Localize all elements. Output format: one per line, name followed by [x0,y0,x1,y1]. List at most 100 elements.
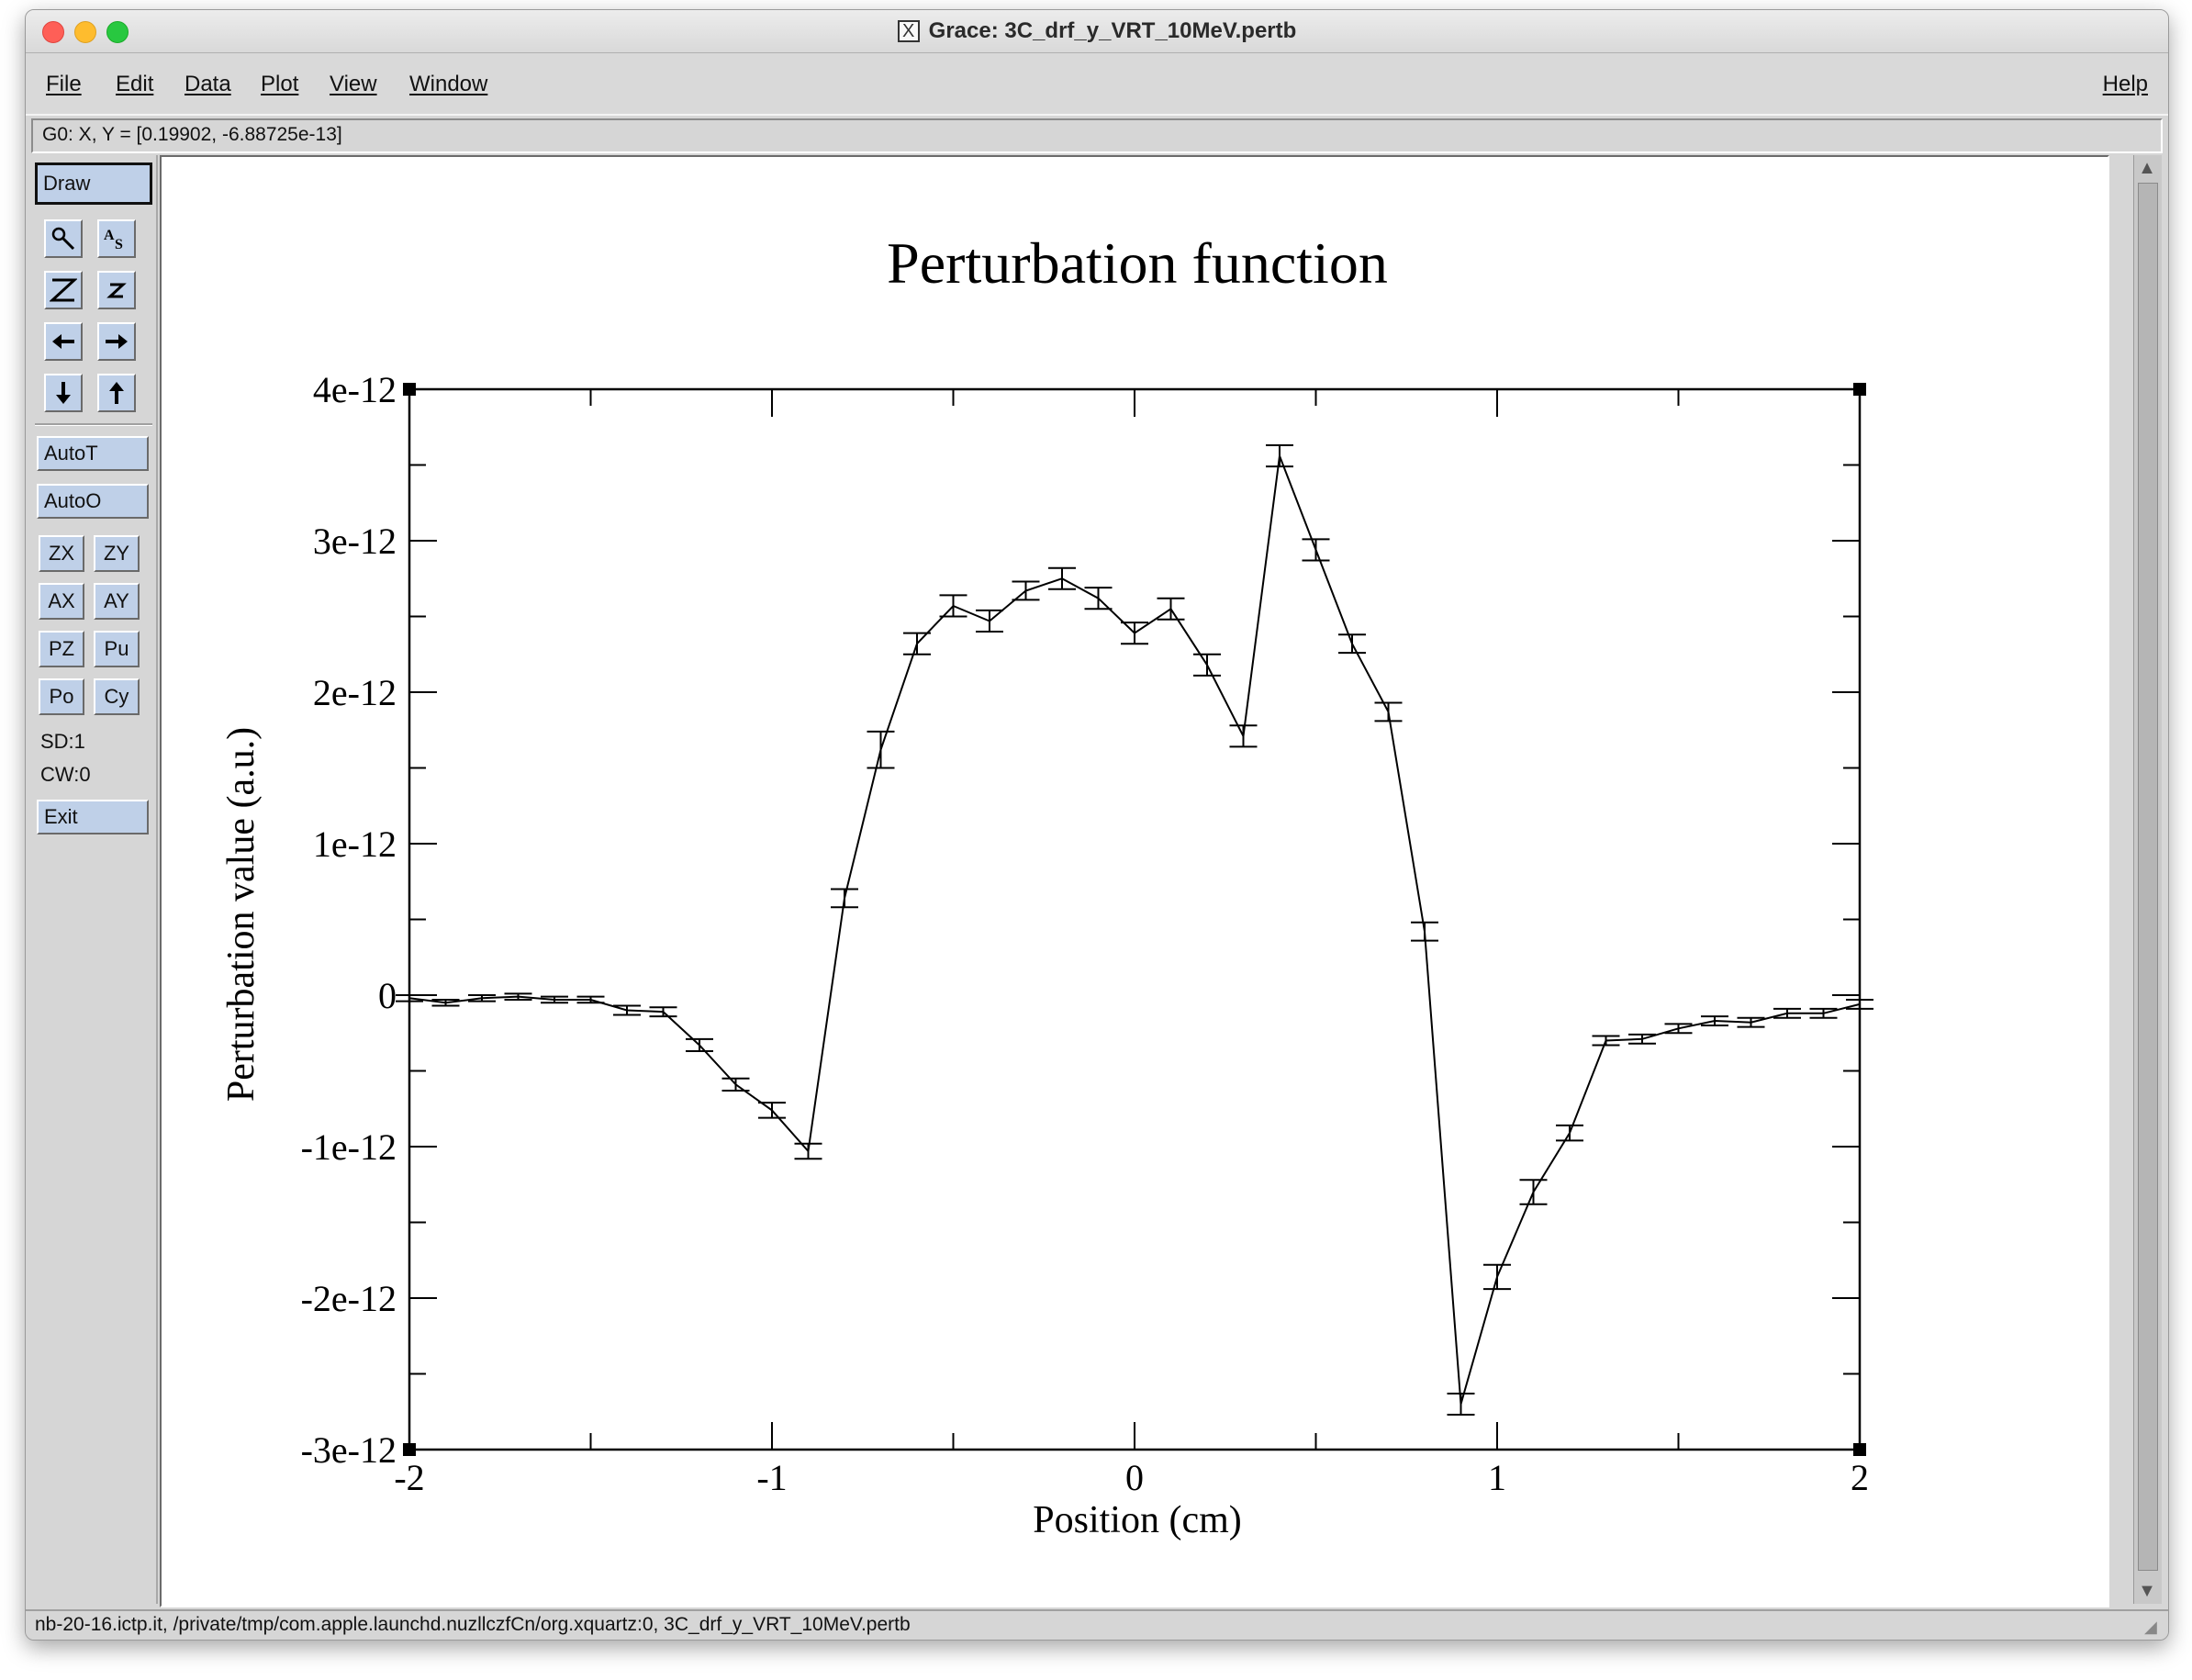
resize-grip-icon[interactable]: ◢ [2144,1618,2157,1636]
y-axis-label: Perturbation value (a.u.) [220,727,263,1102]
close-window-button[interactable] [42,21,64,43]
error-bar [1266,444,1293,468]
scroll-up-button[interactable] [97,374,136,412]
error-bar [1701,1015,1728,1026]
scroll-up-arrow-icon[interactable]: ▲ [2138,158,2156,178]
y-tick-label: -1e-12 [301,1126,397,1168]
error-bar [1048,566,1076,590]
menu-view[interactable]: View [330,72,377,96]
error-bar [613,1004,641,1016]
error-bar [1809,1007,1838,1019]
zy-button[interactable]: ZY [94,535,140,572]
x11-icon: X [897,20,920,42]
error-bar [504,992,532,1001]
window-title: Grace: 3C_drf_y_VRT_10MeV.pertb [928,18,1297,43]
error-bar [1447,1392,1475,1417]
left-arrow-icon [52,334,74,349]
error-bar [1592,1035,1620,1047]
grace-window: X Grace: 3C_drf_y_VRT_10MeV.pertb File E… [25,9,2169,1641]
scrollbar-thumb[interactable] [2138,183,2158,1571]
pu-button[interactable]: Pu [94,631,140,667]
x-tick-label: 1 [1488,1457,1506,1498]
autoscale-text-button[interactable]: A S [97,219,136,258]
cy-button[interactable]: Cy [94,678,140,715]
error-bar [396,994,423,1002]
error-bar [1302,538,1330,562]
error-bar [1229,724,1258,748]
ay-button[interactable]: AY [94,583,140,620]
menu-file[interactable]: File [46,72,82,96]
error-bar [1121,622,1148,645]
error-bar [1012,580,1040,601]
menu-help[interactable]: Help [2102,72,2148,96]
autoo-button[interactable]: AutoO [37,484,149,519]
tool-panel: Draw A S [31,155,158,1604]
error-bar [1846,998,1873,1010]
po-button[interactable]: Po [39,678,84,715]
menu-plot[interactable]: Plot [261,72,299,96]
maximize-window-button[interactable] [106,21,129,43]
current-world-label: CW:0 [40,763,91,786]
error-bar [939,594,967,618]
svg-text:S: S [115,237,123,252]
axes: -2 -1 0 1 2 -3e-12 -2e-12 -1e-12 0 1e-12 2e-12 3e-1… [301,369,1869,1498]
exit-button[interactable]: Exit [37,800,149,834]
error-bar [721,1077,750,1092]
error-bar [903,632,931,655]
error-bar [1338,633,1366,655]
zoom-z-large-button[interactable] [44,271,83,309]
error-bar [794,1142,822,1160]
error-bar [1411,921,1438,942]
menu-data[interactable]: Data [185,72,231,96]
pz-button[interactable]: PZ [39,631,84,667]
scroll-right-button[interactable] [97,322,136,361]
error-bar [576,995,605,1004]
title-bar[interactable]: X Grace: 3C_drf_y_VRT_10MeV.pertb [26,10,2168,53]
error-bar [1773,1007,1801,1019]
series-line [408,455,1861,1405]
right-arrow-icon [106,334,128,349]
error-bar [1193,653,1221,677]
toolbar-separator [35,423,152,426]
error-bar [541,995,568,1004]
error-bar [1084,587,1113,610]
y-tick-label: 4e-12 [313,369,397,410]
x-tick-label: 0 [1125,1457,1144,1498]
y-tick-label: 1e-12 [313,823,397,865]
menu-edit[interactable]: Edit [116,72,154,96]
minimize-window-button[interactable] [74,21,96,43]
scroll-down-button[interactable] [44,374,83,412]
menu-window[interactable]: Window [409,72,488,96]
error-bar [1556,1124,1583,1142]
bottom-status-bar: nb-20-16.ictp.it, /private/tmp/com.apple… [26,1609,2168,1640]
error-bar [1664,1023,1693,1035]
y-tick-label: -2e-12 [301,1278,397,1319]
scroll-down-arrow-icon[interactable]: ▼ [2138,1581,2156,1601]
autot-button[interactable]: AutoT [37,436,149,471]
error-bar [1519,1179,1548,1205]
error-bar [649,1006,677,1018]
error-bar [758,1102,786,1119]
vertical-scrollbar[interactable]: ▲ ▼ [2133,155,2162,1604]
error-bar [831,888,858,909]
ax-button[interactable]: AX [39,583,84,620]
data-series [396,444,1873,1417]
zx-button[interactable]: ZX [39,535,84,572]
zoom-z-small-button[interactable] [97,271,136,309]
y-tick-label: 2e-12 [313,672,397,713]
error-bar [1628,1033,1656,1045]
autoscale-text-icon: A S [104,228,123,252]
menu-bar: File Edit Data Plot View Window Help [26,53,2168,116]
zoom-button[interactable] [44,219,83,258]
y-tick-label: 3e-12 [313,521,397,562]
svg-text:A: A [104,228,115,243]
up-arrow-icon [109,382,124,404]
scroll-left-button[interactable] [44,322,83,361]
error-bar [1374,701,1403,722]
x-tick-label: 2 [1851,1457,1869,1498]
draw-button[interactable]: Draw [35,162,152,205]
x-axis-label: Position (cm) [1033,1499,1242,1541]
plot-canvas[interactable]: Perturbation function Position (cm) Pert… [160,155,2109,1607]
error-bar [867,730,895,769]
plot-frame [408,387,1862,1451]
